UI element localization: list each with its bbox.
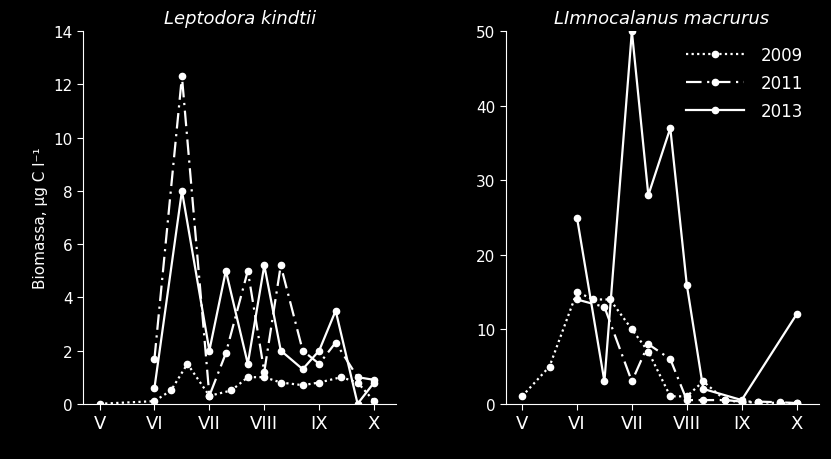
2013 [643, 193, 653, 198]
2011 [599, 304, 609, 310]
2013 [681, 282, 691, 288]
2011 [792, 400, 802, 406]
2011 [737, 399, 747, 404]
Line: 2011: 2011 [574, 297, 799, 406]
2009 [544, 364, 554, 369]
2013 [792, 312, 802, 318]
2011 [720, 397, 730, 403]
2013 [599, 379, 609, 384]
2009 [627, 327, 637, 332]
2013 [572, 215, 582, 221]
2013 [666, 126, 676, 132]
2009 [792, 400, 802, 406]
Line: 2009: 2009 [519, 289, 799, 406]
2009 [517, 394, 527, 399]
2013 [627, 29, 637, 35]
2011 [572, 297, 582, 302]
2011 [775, 400, 785, 405]
2011 [681, 397, 691, 403]
2009 [737, 400, 747, 405]
2011 [666, 357, 676, 362]
Line: 2013: 2013 [574, 29, 799, 403]
2009 [753, 400, 763, 405]
2009 [698, 379, 708, 384]
2011 [627, 379, 637, 384]
2013 [698, 386, 708, 392]
2009 [666, 394, 676, 399]
2011 [643, 341, 653, 347]
2009 [681, 394, 691, 399]
2011 [753, 399, 763, 404]
Title: Leptodora kindtii: Leptodora kindtii [164, 10, 316, 28]
Title: LImnocalanus macrurus: LImnocalanus macrurus [554, 10, 770, 28]
Y-axis label: Biomassa, μg C l⁻¹: Biomassa, μg C l⁻¹ [33, 147, 48, 289]
2009 [588, 297, 598, 302]
2013 [737, 397, 747, 403]
2011 [698, 397, 708, 403]
Legend: 2009, 2011, 2013: 2009, 2011, 2013 [680, 40, 810, 128]
2009 [605, 297, 615, 302]
2009 [572, 290, 582, 295]
2009 [643, 349, 653, 355]
2009 [720, 397, 730, 403]
2009 [775, 400, 785, 406]
